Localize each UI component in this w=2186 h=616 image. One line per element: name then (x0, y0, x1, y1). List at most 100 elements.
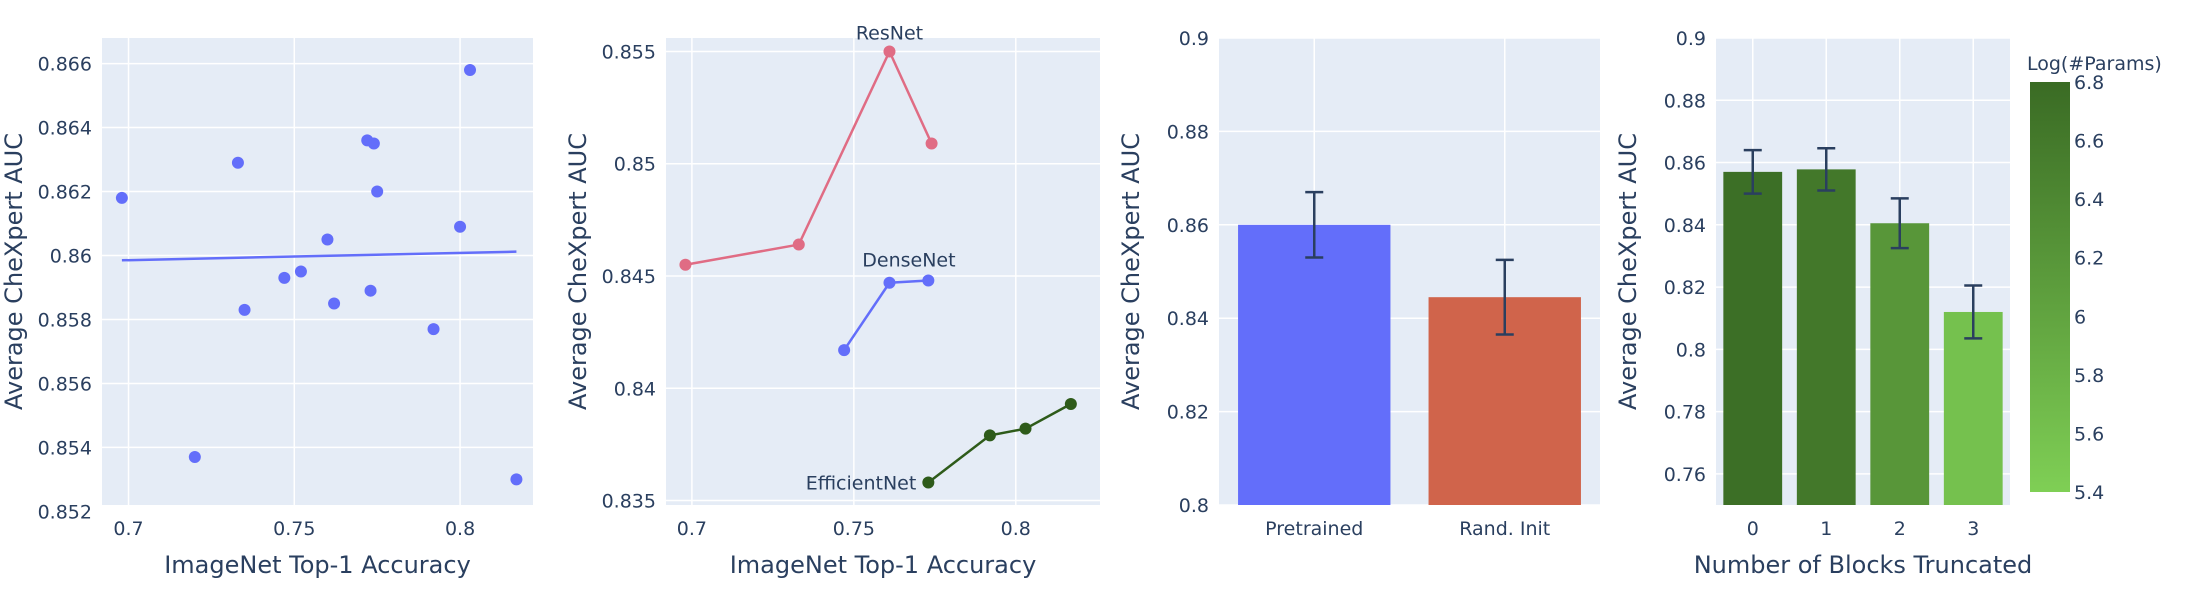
y-tick-label: 0.858 (38, 309, 92, 331)
x-tick-label: 0.7 (677, 518, 707, 540)
densenet-point (883, 276, 896, 289)
y-tick-label: 0.854 (38, 437, 92, 459)
x-tick-label: 2 (1894, 518, 1906, 540)
y-tick-label: 0.86 (1167, 215, 1209, 237)
x-axis-title: Number of Blocks Truncated (1694, 551, 2033, 579)
resnet-point (883, 45, 896, 58)
colorbar-tick-label: 6.8 (2074, 72, 2104, 94)
scatter-point (510, 473, 523, 486)
efficientnet-point (1019, 422, 1032, 435)
x-tick-label: 0.75 (273, 518, 315, 540)
y-tick-label: 0.862 (38, 182, 92, 204)
colorbar-tick-label: 6 (2074, 306, 2086, 328)
panel-4: 0.76 0.78 0.8 0.82 0.84 0.86 0.88 0.9 Average Ch… (1614, 28, 2032, 579)
panel-2: 0.835 0.84 0.845 0.85 0.855 Average CheXpert … (564, 22, 1100, 579)
colorbar-scale (2030, 82, 2070, 492)
scatter-point (371, 185, 384, 198)
plot-area (102, 38, 533, 505)
scatter-point (367, 137, 380, 150)
colorbar-tick-label: 6.4 (2074, 189, 2104, 211)
x-tick-label: Pretrained (1265, 518, 1363, 540)
y-tick-label: 0.9 (1179, 28, 1209, 50)
x-axis-title: ImageNet Top-1 Accuracy (164, 551, 471, 579)
densenet-point (838, 344, 851, 357)
x-tick-label: 3 (1967, 518, 1979, 540)
bar (1796, 169, 1856, 505)
colorbar-tick-label: 5.4 (2074, 482, 2104, 504)
y-tick-label: 0.8 (1676, 339, 1706, 361)
x-tick-label: 0.8 (445, 518, 475, 540)
bar (1723, 171, 1783, 505)
resnet-label: ResNet (856, 22, 923, 44)
scatter-point (188, 451, 201, 464)
y-tick-label: 0.856 (38, 373, 92, 395)
scatter-point (278, 271, 291, 284)
y-tick-label: 0.78 (1664, 402, 1706, 424)
x-tick-label: 0 (1747, 518, 1759, 540)
y-tick-label: 0.84 (614, 378, 656, 400)
scatter-point (427, 323, 440, 336)
efficientnet-line (927, 402, 1072, 484)
y-tick-label: 0.84 (1167, 308, 1209, 330)
y-tick-label: 0.866 (38, 54, 92, 76)
scatter-point (231, 156, 244, 169)
y-tick-label: 0.9 (1676, 28, 1706, 50)
y-axis-title: Average CheXpert AUC (1614, 133, 1642, 410)
x-tick-label: 0.75 (833, 518, 875, 540)
panel-3: 0.8 0.82 0.84 0.86 0.88 0.9 Average CheXpert A… (1117, 28, 1600, 540)
y-tick-label: 0.8 (1179, 495, 1209, 517)
trendline (121, 250, 517, 262)
y-axis-title: Average CheXpert AUC (1117, 133, 1145, 410)
bar (1943, 311, 2003, 505)
bar (1870, 223, 1930, 505)
y-tick-label: 0.85 (614, 154, 656, 176)
y-tick-label: 0.86 (50, 246, 92, 268)
y-tick-label: 0.82 (1167, 402, 1209, 424)
efficientnet-point (922, 476, 935, 489)
densenet-label: DenseNet (862, 249, 955, 271)
scatter-point (238, 303, 251, 316)
y-tick-label: 0.852 (38, 501, 92, 523)
resnet-line (685, 48, 933, 266)
y-tick-label: 0.855 (602, 41, 656, 63)
scatter-point (328, 297, 341, 310)
y-tick-label: 0.84 (1664, 215, 1706, 237)
colorbar-tick-label: 6.6 (2074, 131, 2104, 153)
panel-1: 0.852 0.854 0.856 0.858 0.86 0.862 0.864 0.866 A… (0, 38, 533, 579)
y-tick-label: 0.82 (1664, 277, 1706, 299)
bar (1238, 224, 1391, 506)
colorbar-title: Log(#Params) (2027, 53, 2162, 75)
x-tick-label: 1 (1820, 518, 1832, 540)
y-tick-label: 0.835 (602, 491, 656, 513)
colorbar-tick-label: 5.6 (2074, 423, 2104, 445)
y-tick-label: 0.845 (602, 266, 656, 288)
resnet-point (679, 258, 692, 271)
colorbar-tick-label: 6.2 (2074, 248, 2104, 270)
y-tick-label: 0.88 (1664, 90, 1706, 112)
scatter-point (321, 233, 334, 246)
y-tick-label: 0.88 (1167, 121, 1209, 143)
colorbar-tick-label: 5.8 (2074, 365, 2104, 387)
resnet-point (792, 238, 805, 251)
x-axis-title: ImageNet Top-1 Accuracy (730, 551, 1037, 579)
x-tick-label: 0.8 (1001, 518, 1031, 540)
efficientnet-point (983, 429, 996, 442)
efficientnet-point (1064, 397, 1077, 410)
scatter-point (294, 265, 307, 278)
y-axis-title: Average CheXpert AUC (564, 133, 592, 410)
scatter-point (364, 284, 377, 297)
efficientnet-label: EfficientNet (806, 473, 917, 495)
y-tick-label: 0.76 (1664, 464, 1706, 486)
x-tick-label: 0.7 (113, 518, 143, 540)
y-axis-title: Average CheXpert AUC (0, 133, 28, 410)
y-tick-label: 0.86 (1664, 153, 1706, 175)
resnet-point (925, 137, 938, 150)
x-tick-label: Rand. Init (1459, 518, 1550, 540)
scatter-point (115, 191, 128, 204)
y-tick-label: 0.864 (38, 118, 92, 140)
densenet-point (922, 274, 935, 287)
scatter-point (454, 220, 467, 233)
plot-area (666, 38, 1100, 505)
